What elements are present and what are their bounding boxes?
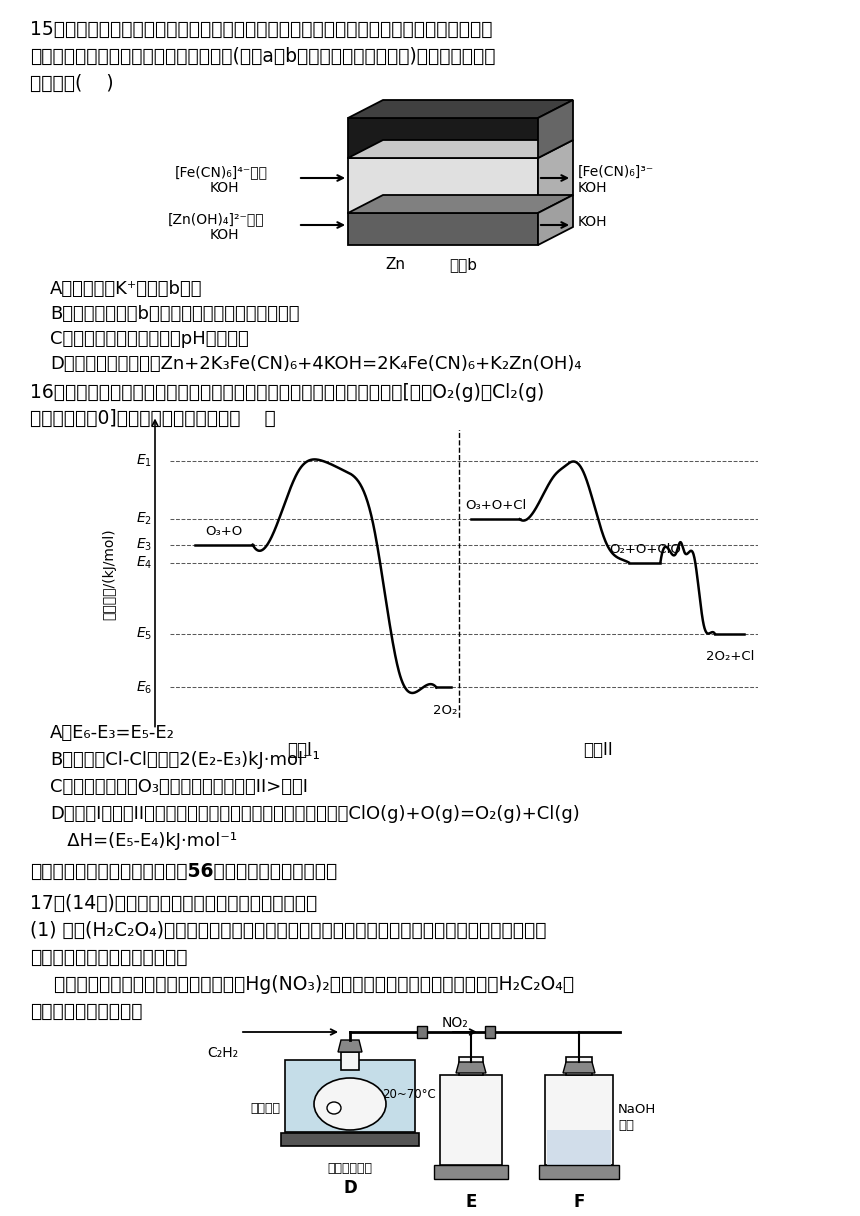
Text: C₂H₂: C₂H₂ bbox=[207, 1046, 238, 1060]
Text: 种碱性锌铁液流电池的工作原理如图所示(电极a、b均为三维多孔碳毡电极)。下列有关说法: 种碱性锌铁液流电池的工作原理如图所示(电极a、b均为三维多孔碳毡电极)。下列有关… bbox=[30, 47, 495, 66]
Text: [Fe(CN)₆]⁴⁻充电: [Fe(CN)₆]⁴⁻充电 bbox=[175, 165, 268, 179]
Text: 加热磁力搅拌: 加热磁力搅拌 bbox=[328, 1162, 372, 1175]
Text: 二、非选择题：本题共四道题，56分，考生根据要求作答。: 二、非选择题：本题共四道题，56分，考生根据要求作答。 bbox=[30, 862, 337, 882]
Bar bbox=[459, 1057, 483, 1075]
Text: 2O₂: 2O₂ bbox=[433, 704, 458, 717]
Text: 某小组同学通过查阅文献资料得知：用Hg(NO₃)₂作催化剂时，浓硝酸氧化乙炔制取H₂C₂O₄，: 某小组同学通过查阅文献资料得知：用Hg(NO₃)₂作催化剂时，浓硝酸氧化乙炔制取… bbox=[30, 975, 574, 993]
Ellipse shape bbox=[327, 1102, 341, 1114]
Bar bbox=[440, 1075, 502, 1165]
Text: [Zn(OH)₄]²⁻充电: [Zn(OH)₄]²⁻充电 bbox=[168, 212, 265, 226]
Text: C．相同条件下，O₃的平衡转化率：历程II>历程I: C．相同条件下，O₃的平衡转化率：历程II>历程I bbox=[50, 778, 308, 796]
Text: 实验装置如下图所示：: 实验装置如下图所示： bbox=[30, 1002, 143, 1021]
Text: $E_1$: $E_1$ bbox=[136, 452, 152, 469]
Text: 历程I: 历程I bbox=[287, 742, 312, 760]
Text: KOH: KOH bbox=[210, 229, 239, 242]
Bar bbox=[281, 1133, 419, 1145]
Text: B．充电时，电极b与电源正极相连，发生氧化反应: B．充电时，电极b与电源正极相连，发生氧化反应 bbox=[50, 305, 299, 323]
Text: KOH: KOH bbox=[578, 181, 607, 195]
Text: 16．标准状态下，气态反应物和生成物的相对能量与反应历程示意图如下[已知O₂(g)和Cl₂(g): 16．标准状态下，气态反应物和生成物的相对能量与反应历程示意图如下[已知O₂(g… bbox=[30, 383, 544, 402]
Polygon shape bbox=[563, 1062, 595, 1073]
Text: (1) 草酸(H₂C₂O₄)又名乙二酸，为无色透明晶体，是二元有机酸，是化学分析中常用的还原剂，: (1) 草酸(H₂C₂O₄)又名乙二酸，为无色透明晶体，是二元有机酸，是化学分析… bbox=[30, 921, 546, 940]
Text: ΔH=(E₅-E₄)kJ·mol⁻¹: ΔH=(E₅-E₄)kJ·mol⁻¹ bbox=[50, 832, 237, 850]
Text: $E_5$: $E_5$ bbox=[136, 626, 152, 642]
Text: [Fe(CN)₆]³⁻: [Fe(CN)₆]³⁻ bbox=[578, 165, 654, 179]
Text: 历程II: 历程II bbox=[583, 742, 613, 760]
Text: 溶液: 溶液 bbox=[618, 1119, 634, 1132]
Text: A．E₆-E₃=E₅-E₂: A．E₆-E₃=E₅-E₂ bbox=[50, 724, 175, 742]
Text: O₃+O: O₃+O bbox=[206, 525, 243, 539]
Text: 15．锌铁液流电池由于安全、稳定、电解液成本低等优点成为电化学储能热点技术之一。一: 15．锌铁液流电池由于安全、稳定、电解液成本低等优点成为电化学储能热点技术之一。… bbox=[30, 19, 493, 39]
Text: O₃+O+Cl: O₃+O+Cl bbox=[465, 499, 526, 512]
Bar bbox=[485, 1026, 495, 1038]
Text: D．历程I、历程II中速率最快的一步反应的热化学方程式为：ClO(g)+O(g)=O₂(g)+Cl(g): D．历程I、历程II中速率最快的一步反应的热化学方程式为：ClO(g)+O(g)… bbox=[50, 805, 580, 823]
Text: 电极a: 电极a bbox=[428, 106, 458, 124]
Text: NaOH: NaOH bbox=[618, 1103, 656, 1116]
Text: $E_2$: $E_2$ bbox=[136, 511, 152, 528]
Text: D: D bbox=[343, 1180, 357, 1197]
Text: 17．(14分)草酸与草酸钠在生产、科研中应用广泛。: 17．(14分)草酸与草酸钠在生产、科研中应用广泛。 bbox=[30, 894, 317, 913]
Bar bbox=[285, 1060, 415, 1132]
Text: B．可计算Cl-Cl键能为2(E₂-E₃)kJ·mol⁻¹: B．可计算Cl-Cl键能为2(E₂-E₃)kJ·mol⁻¹ bbox=[50, 751, 320, 769]
Text: C．充电时，阳极区的溶液pH逐渐减小: C．充电时，阳极区的溶液pH逐渐减小 bbox=[50, 330, 249, 348]
Polygon shape bbox=[538, 100, 573, 158]
Text: 浓硝酸: 浓硝酸 bbox=[347, 1098, 368, 1111]
Polygon shape bbox=[348, 100, 573, 118]
Polygon shape bbox=[338, 1040, 362, 1052]
Text: 少量硝酸汞: 少量硝酸汞 bbox=[341, 1111, 376, 1125]
Text: O₂+O+ClO: O₂+O+ClO bbox=[609, 544, 681, 556]
Text: 电极b: 电极b bbox=[449, 257, 477, 272]
Ellipse shape bbox=[314, 1079, 386, 1130]
Text: Zn: Zn bbox=[385, 257, 405, 272]
Polygon shape bbox=[348, 118, 538, 158]
Text: 正确的是(    ): 正确的是( ) bbox=[30, 74, 114, 92]
Text: F: F bbox=[574, 1193, 585, 1211]
Polygon shape bbox=[539, 1165, 619, 1180]
Text: $E_3$: $E_3$ bbox=[136, 536, 152, 553]
Text: 20~70°C: 20~70°C bbox=[382, 1088, 436, 1100]
Text: E: E bbox=[465, 1193, 476, 1211]
Text: D．放电时，总反应为Zn+2K₃Fe(CN)₆+4KOH=2K₄Fe(CN)₆+K₂Zn(OH)₄: D．放电时，总反应为Zn+2K₃Fe(CN)₆+4KOH=2K₄Fe(CN)₆+… bbox=[50, 355, 581, 373]
Polygon shape bbox=[348, 213, 538, 244]
Bar bbox=[341, 1052, 359, 1070]
Polygon shape bbox=[538, 195, 573, 244]
Bar bbox=[417, 1026, 427, 1038]
Text: A．放电时，K⁺向电极b移动: A．放电时，K⁺向电极b移动 bbox=[50, 280, 202, 298]
Text: 多孔球泡: 多孔球泡 bbox=[250, 1102, 280, 1115]
Text: KOH: KOH bbox=[578, 215, 607, 229]
Bar bbox=[547, 1130, 611, 1165]
Bar bbox=[545, 1075, 613, 1165]
Text: 的相对能量为0]，下列说法不正确的是（    ）: 的相对能量为0]，下列说法不正确的是（ ） bbox=[30, 409, 276, 428]
Text: $E_6$: $E_6$ bbox=[136, 680, 152, 696]
Polygon shape bbox=[538, 140, 573, 213]
Polygon shape bbox=[456, 1062, 486, 1073]
Polygon shape bbox=[348, 195, 573, 213]
Text: 2O₂+Cl: 2O₂+Cl bbox=[706, 651, 754, 664]
Text: 也是一种重要的有机化工原料。: 也是一种重要的有机化工原料。 bbox=[30, 948, 187, 967]
Polygon shape bbox=[434, 1165, 508, 1180]
Text: NO₂: NO₂ bbox=[442, 1017, 469, 1030]
Text: KOH: KOH bbox=[210, 181, 239, 195]
Text: 相对能量/(kJ/mol): 相对能量/(kJ/mol) bbox=[103, 528, 117, 620]
Bar bbox=[566, 1057, 592, 1075]
Polygon shape bbox=[348, 140, 573, 158]
Polygon shape bbox=[348, 158, 538, 213]
Text: $E_4$: $E_4$ bbox=[136, 554, 152, 570]
